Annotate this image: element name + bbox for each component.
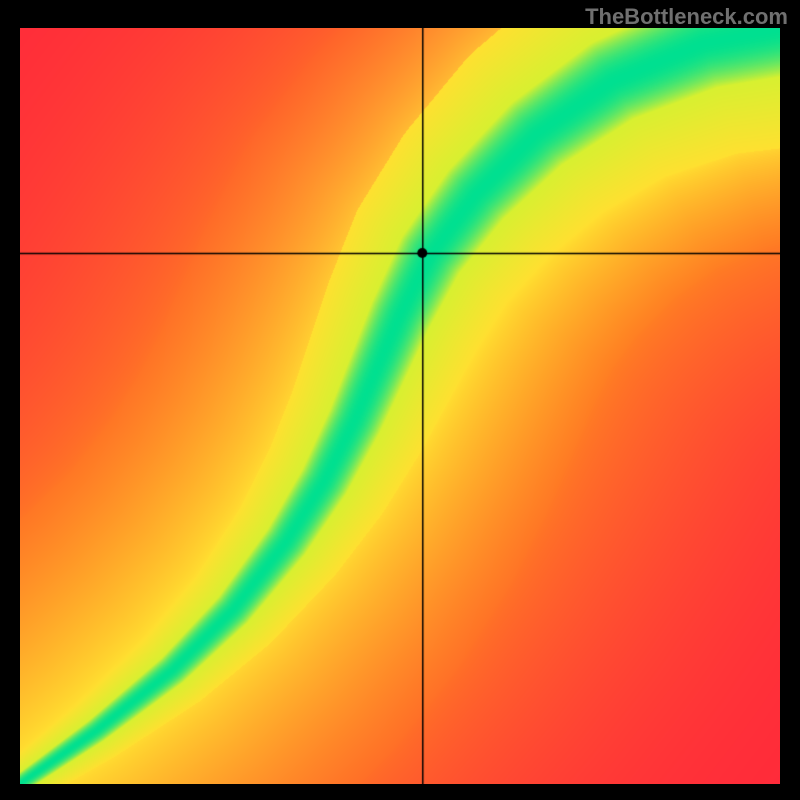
- heatmap-canvas: [20, 28, 780, 784]
- watermark-text: TheBottleneck.com: [585, 4, 788, 30]
- chart-container: TheBottleneck.com: [0, 0, 800, 800]
- heatmap-plot: [20, 28, 780, 784]
